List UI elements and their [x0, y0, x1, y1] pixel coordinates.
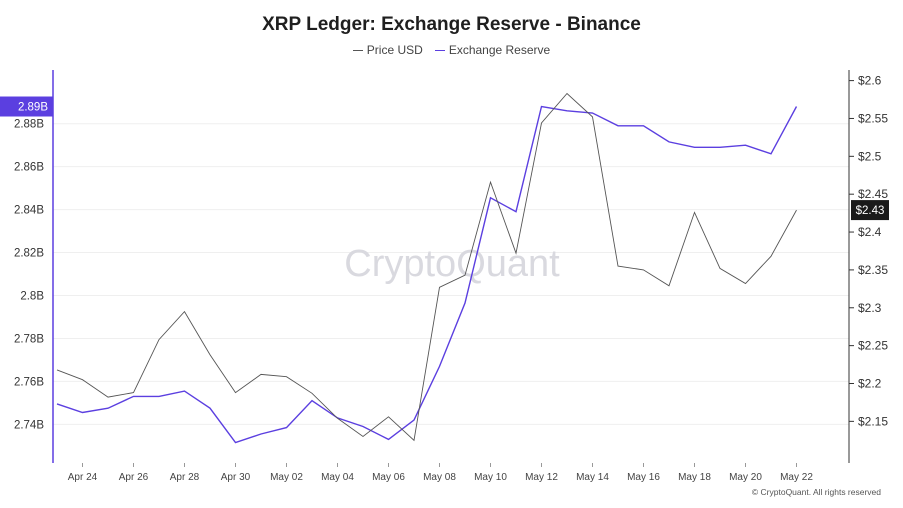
x-tick-label: May 22 — [780, 472, 813, 483]
x-tick-label: May 18 — [678, 472, 711, 483]
x-tick-label: May 10 — [474, 472, 507, 483]
y-left-tick-label: 2.84B — [14, 205, 44, 217]
legend-swatch-price — [352, 49, 363, 51]
legend-label-reserve: Exchange Reserve — [448, 43, 551, 57]
y-right-current-label: $2.43 — [856, 205, 885, 217]
series-line-price-usd — [56, 92, 797, 442]
x-tick-label: Apr 30 — [221, 472, 251, 483]
y-left-tick-label: 2.74B — [14, 419, 44, 431]
x-tick-label: May 08 — [423, 472, 456, 483]
x-tick-label: May 14 — [576, 472, 609, 483]
x-tick-label: Apr 28 — [170, 472, 200, 483]
x-tick-label: May 02 — [270, 472, 303, 483]
x-tick-label: May 12 — [525, 472, 558, 483]
legend-item-reserve[interactable]: Exchange Reserve — [434, 43, 551, 57]
y-right-current-badge — [851, 200, 889, 221]
watermark-text: CryptoQuant — [344, 243, 560, 285]
y-left-tick-label: 2.88B — [14, 119, 44, 131]
y-right-tick-label: $2.45 — [858, 187, 888, 201]
y-left-tick-label: 2.76B — [14, 376, 44, 388]
x-tick-label: Apr 24 — [68, 472, 98, 483]
copyright-footer: © CryptoQuant. All rights reserved — [751, 487, 881, 497]
y-right-tick-label: $2.15 — [858, 414, 888, 428]
y-right-tick-label: $2.6 — [858, 74, 882, 88]
x-tick-label: May 04 — [321, 472, 354, 483]
y-left-tick-label: 2.8B — [20, 290, 44, 302]
legend-label-price: Price USD — [366, 43, 423, 57]
y-right-tick-label: $2.35 — [858, 263, 888, 277]
y-right-tick-label: $2.4 — [858, 225, 882, 239]
chart-legend: Price USD Exchange Reserve — [0, 43, 903, 57]
x-tick-label: May 16 — [627, 472, 660, 483]
x-tick-label: May 06 — [372, 472, 405, 483]
y-right-tick-label: $2.5 — [858, 149, 882, 163]
y-right-tick-label: $2.3 — [858, 301, 882, 315]
y-right-tick-label: $2.2 — [858, 376, 882, 390]
y-right-tick-label: $2.55 — [858, 111, 888, 125]
y-left-tick-label: 2.82B — [14, 248, 44, 260]
chart-title: XRP Ledger: Exchange Reserve - Binance — [262, 14, 641, 35]
y-left-current-badge — [0, 96, 53, 117]
y-left-tick-label: 2.86B — [14, 162, 44, 174]
x-tick-label: Apr 26 — [119, 472, 149, 483]
y-left-current-label: 2.89B — [18, 102, 48, 114]
legend-swatch-reserve — [434, 49, 445, 51]
series-line-exchange-reserve — [56, 105, 798, 444]
y-left-tick-label: 2.78B — [14, 333, 44, 345]
y-right-tick-label: $2.25 — [858, 339, 888, 353]
legend-item-price[interactable]: Price USD — [352, 43, 423, 57]
x-tick-label: May 20 — [729, 472, 762, 483]
